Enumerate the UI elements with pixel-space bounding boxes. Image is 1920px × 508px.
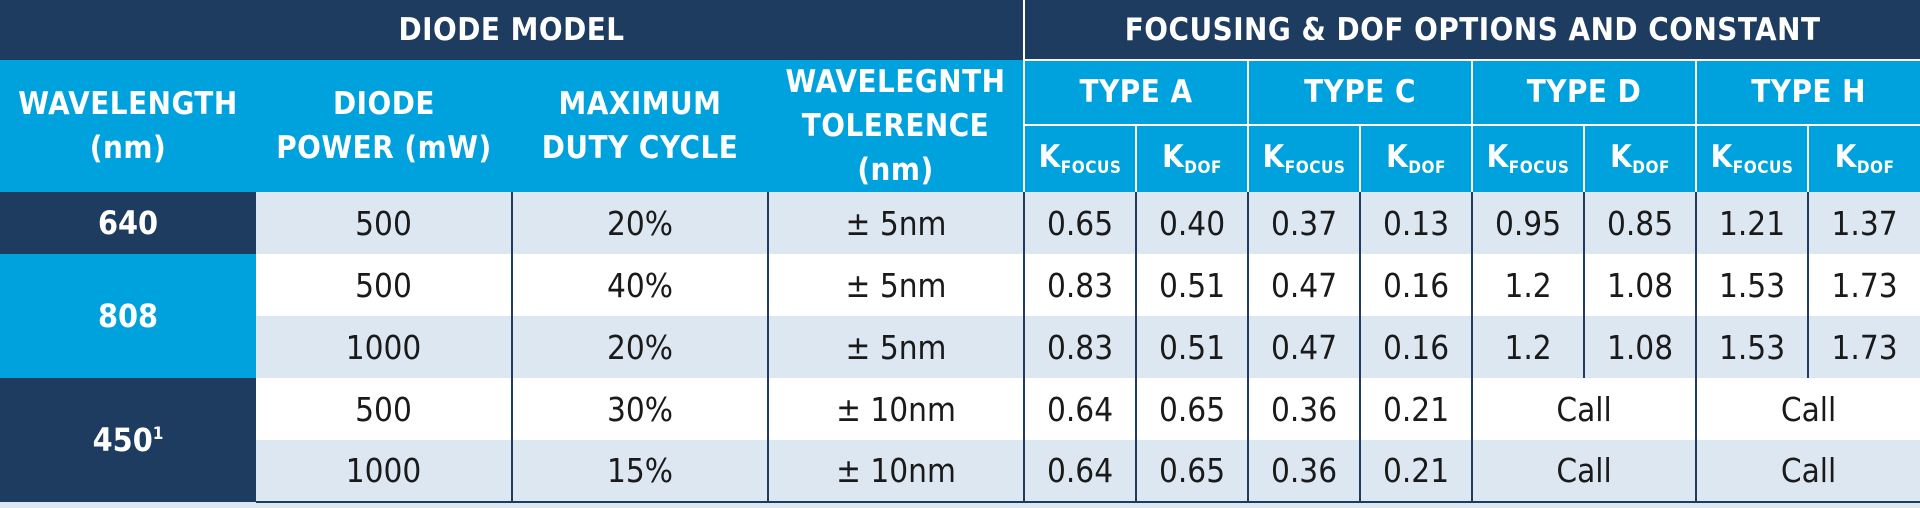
wavelength-cell-450: 4501 xyxy=(0,378,256,502)
type-d-kdof-header: KDOF xyxy=(1583,123,1697,192)
power-cell: 500 xyxy=(256,254,512,316)
wavelength-header: WAVELENGTH (nm) xyxy=(0,60,256,192)
tolerance-header-line2: TOLERENCE (nm) xyxy=(801,108,990,188)
duty-cell: 20% xyxy=(511,192,768,254)
value-cell: 0.13 xyxy=(1359,192,1473,254)
type-d-kfocus-header: KFOCUS xyxy=(1471,123,1585,192)
call-cell: Call xyxy=(1695,440,1920,503)
tolerance-header-line1: WAVELEGNTH xyxy=(785,64,1006,100)
duty-cell: 15% xyxy=(511,440,768,503)
call-cell: Call xyxy=(1471,378,1697,440)
tolerance-cell: ± 10nm xyxy=(766,440,1025,503)
call-cell: Call xyxy=(1471,440,1697,503)
wavelength-cell-808: 808 xyxy=(0,254,256,378)
power-cell: 1000 xyxy=(256,440,512,503)
power-cell: 500 xyxy=(256,378,512,440)
wavelength-header-line2: (nm) xyxy=(89,130,167,166)
value-cell: 0.95 xyxy=(1471,192,1585,254)
value-cell: 0.51 xyxy=(1135,316,1249,378)
value-cell: 0.47 xyxy=(1247,254,1361,316)
duty-cycle-header: MAXIMUM DUTY CYCLE xyxy=(512,60,768,192)
value-cell: 1.53 xyxy=(1695,254,1809,316)
diode-power-header: DIODE POWER (mW) xyxy=(256,60,512,192)
value-cell: 0.40 xyxy=(1135,192,1249,254)
value-cell: 1.53 xyxy=(1695,316,1809,378)
type-c-kfocus-header: KFOCUS xyxy=(1247,123,1361,192)
type-a-kdof-header: KDOF xyxy=(1135,123,1249,192)
value-cell: 0.51 xyxy=(1135,254,1249,316)
diode-power-header-line2: POWER (mW) xyxy=(276,130,492,166)
call-cell: Call xyxy=(1695,378,1920,440)
power-cell: 500 xyxy=(256,192,512,254)
value-cell: 0.47 xyxy=(1247,316,1361,378)
value-cell: 1.73 xyxy=(1807,254,1920,316)
value-cell: 0.21 xyxy=(1359,440,1473,503)
focusing-dof-header: FOCUSING & DOF OPTIONS AND CONSTANT xyxy=(1023,0,1920,60)
duty-cycle-header-line1: MAXIMUM xyxy=(558,86,722,122)
value-cell: 0.64 xyxy=(1023,378,1137,440)
table-row: 4501 500 30% ± 10nm 0.64 0.65 0.36 0.21 … xyxy=(0,378,1920,502)
value-cell: 1.08 xyxy=(1583,316,1697,378)
diode-model-header: DIODE MODEL xyxy=(0,0,1025,60)
tolerance-cell: ± 5nm xyxy=(766,254,1025,316)
power-cell: 1000 xyxy=(256,316,512,378)
value-cell: 0.65 xyxy=(1135,378,1249,440)
value-cell: 0.65 xyxy=(1135,440,1249,503)
diode-power-header-line1: DIODE xyxy=(333,86,435,122)
type-c-kdof-header: KDOF xyxy=(1359,123,1473,192)
value-cell: 0.16 xyxy=(1359,254,1473,316)
table-row: 1000 20% ± 5nm 0.83 0.51 0.47 0.16 1.2 1… xyxy=(0,316,1920,378)
type-h-kdof-header: KDOF xyxy=(1807,123,1920,192)
value-cell: 1.2 xyxy=(1471,254,1585,316)
value-cell: 0.83 xyxy=(1023,254,1137,316)
value-cell: 1.2 xyxy=(1471,316,1585,378)
tolerance-cell: ± 10nm xyxy=(766,378,1025,440)
type-a-header: TYPE A xyxy=(1023,59,1249,125)
value-cell: 0.85 xyxy=(1583,192,1697,254)
duty-cycle-header-line2: DUTY CYCLE xyxy=(541,130,739,166)
type-a-kfocus-header: KFOCUS xyxy=(1023,123,1137,192)
value-cell: 0.83 xyxy=(1023,316,1137,378)
wavelength-cell-640: 640 xyxy=(0,192,256,254)
value-cell: 0.65 xyxy=(1023,192,1137,254)
value-cell: 1.73 xyxy=(1807,316,1920,378)
type-d-header: TYPE D xyxy=(1471,59,1697,125)
tolerance-cell: ± 5nm xyxy=(766,192,1025,254)
duty-cell: 30% xyxy=(511,378,768,440)
value-cell: 0.36 xyxy=(1247,440,1361,503)
type-c-header: TYPE C xyxy=(1247,59,1473,125)
value-cell: 0.16 xyxy=(1359,316,1473,378)
table-row: 640 500 20% ± 5nm 0.65 0.40 0.37 0.13 0.… xyxy=(0,192,1920,254)
value-cell: 1.21 xyxy=(1695,192,1809,254)
value-cell: 1.08 xyxy=(1583,254,1697,316)
value-cell: 0.37 xyxy=(1247,192,1361,254)
wavelength-header-line1: WAVELENGTH xyxy=(18,86,238,122)
type-h-header: TYPE H xyxy=(1695,59,1920,125)
value-cell: 0.21 xyxy=(1359,378,1473,440)
tolerance-header: WAVELEGNTH TOLERENCE (nm) xyxy=(768,60,1025,192)
table-row: 1000 15% ± 10nm 0.64 0.65 0.36 0.21 Call… xyxy=(0,440,1920,503)
type-h-kfocus-header: KFOCUS xyxy=(1695,123,1809,192)
duty-cell: 20% xyxy=(511,316,768,378)
duty-cell: 40% xyxy=(511,254,768,316)
tolerance-cell: ± 5nm xyxy=(766,316,1025,378)
table-row: 808 500 40% ± 5nm 0.83 0.51 0.47 0.16 1.… xyxy=(0,254,1920,378)
value-cell: 0.36 xyxy=(1247,378,1361,440)
value-cell: 1.37 xyxy=(1807,192,1920,254)
value-cell: 0.64 xyxy=(1023,440,1137,503)
